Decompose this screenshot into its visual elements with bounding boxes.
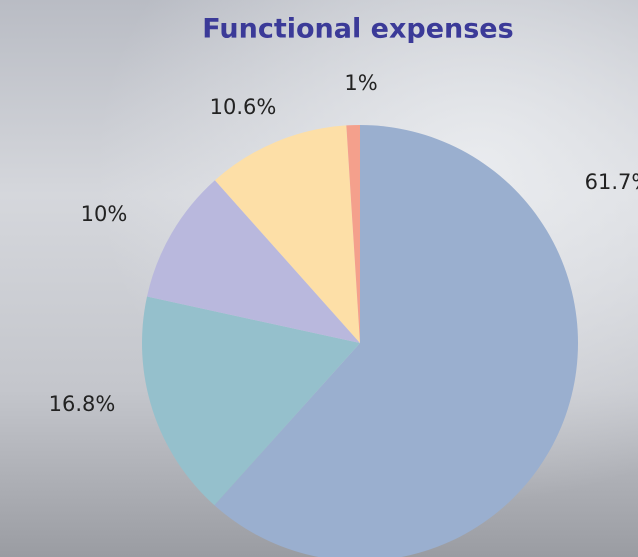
pie-slice [147,180,360,343]
data-label: 1% [344,71,377,95]
data-label: 16.8% [49,392,116,416]
data-label: 10.6% [210,95,277,119]
chart-title: Functional expenses [202,14,513,45]
data-label: 10% [81,202,128,226]
pie-slice [141,296,360,506]
data-label: 61.7% [585,170,638,194]
pie-slice [214,125,578,557]
pie-slice [214,125,360,343]
pie-slice [346,125,360,343]
